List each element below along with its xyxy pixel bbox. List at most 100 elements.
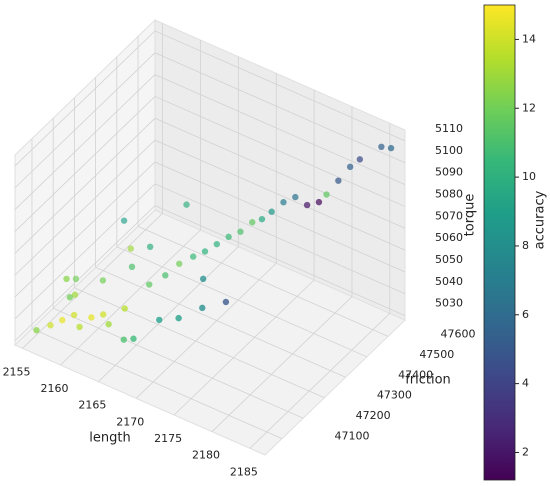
y-grid-line xyxy=(31,138,283,440)
x-grid-line xyxy=(22,23,163,349)
point xyxy=(356,156,364,163)
pane-back xyxy=(154,19,406,321)
z-tick-label: 5100 xyxy=(435,144,463,157)
y-grid-line xyxy=(73,97,325,399)
point xyxy=(72,275,80,283)
point xyxy=(335,177,342,184)
y-tick-label: 47400 xyxy=(398,368,433,381)
grid xyxy=(14,23,406,449)
x-tick-label: 2165 xyxy=(78,399,106,412)
point xyxy=(387,144,395,152)
colorbar-tick-label: 2 xyxy=(522,445,529,458)
point xyxy=(346,163,354,171)
labels: 2155 2160 2165 2170 2175 2180 2185 47100 47200 47… xyxy=(3,122,476,478)
colorbar-tick-label: 8 xyxy=(522,239,529,252)
point xyxy=(127,245,134,252)
colorbar-tick-label: 6 xyxy=(522,308,529,321)
point xyxy=(175,314,182,322)
x-grid-line xyxy=(98,56,239,382)
y-tick-label: 47200 xyxy=(356,409,391,422)
z-grid-line xyxy=(14,117,406,254)
x-tick-label: 2155 xyxy=(3,365,31,378)
point xyxy=(156,316,163,324)
x-tick-label: 2160 xyxy=(40,382,68,395)
point xyxy=(280,199,287,206)
x-grid-line xyxy=(135,73,277,399)
point xyxy=(225,233,232,241)
point xyxy=(121,305,128,312)
x-tick-label: 2185 xyxy=(230,465,258,478)
x-tick-label: 2170 xyxy=(116,415,144,428)
point xyxy=(258,215,266,223)
point xyxy=(47,322,54,329)
y-tick-label: 47300 xyxy=(377,389,412,402)
y-grid-line xyxy=(95,77,346,378)
z-grid-line xyxy=(14,52,406,189)
point xyxy=(303,201,311,209)
point xyxy=(76,323,83,331)
z-tick-label: 5080 xyxy=(435,187,463,200)
colorbar-label: accuracy xyxy=(533,190,548,249)
point xyxy=(199,275,207,283)
z-grid-line xyxy=(14,74,406,210)
point xyxy=(268,208,275,215)
point xyxy=(237,228,244,235)
z-grid-line xyxy=(14,30,406,167)
x-grid-line xyxy=(249,123,391,449)
point xyxy=(99,277,107,284)
y-grid-line xyxy=(52,118,304,419)
y-axis-label: friction xyxy=(405,373,451,388)
point xyxy=(189,253,197,260)
z-grid-line xyxy=(14,139,406,276)
z-tick-label: 5030 xyxy=(435,297,463,310)
point xyxy=(162,272,169,279)
point xyxy=(120,217,128,224)
x-grid-line xyxy=(173,90,315,416)
y-tick-label: 47100 xyxy=(334,430,369,443)
point xyxy=(201,248,209,255)
point xyxy=(213,240,221,248)
point xyxy=(120,336,127,343)
point xyxy=(199,304,206,312)
panes xyxy=(14,18,406,456)
point xyxy=(59,316,66,324)
point xyxy=(183,201,190,208)
x-tick-label: 2175 xyxy=(154,432,182,445)
point xyxy=(63,275,70,283)
points xyxy=(33,143,395,343)
point xyxy=(176,260,183,267)
z-tick-label: 5090 xyxy=(435,166,463,179)
y-grid-line xyxy=(116,56,367,358)
point xyxy=(323,191,330,198)
point xyxy=(249,219,256,226)
y-tick-label: 47600 xyxy=(441,327,476,340)
point xyxy=(292,193,299,201)
z-tick-label: 5040 xyxy=(435,275,463,288)
z-grid-line xyxy=(14,205,406,341)
point xyxy=(128,263,136,271)
colorbar xyxy=(483,4,516,481)
point xyxy=(378,143,385,151)
point xyxy=(71,291,79,298)
x-grid-line xyxy=(211,106,353,432)
z-axis-label: torque xyxy=(463,194,478,237)
point xyxy=(33,327,40,334)
z-tick-label: 5070 xyxy=(435,209,463,222)
point xyxy=(99,311,107,318)
point xyxy=(222,298,230,306)
x-tick-label: 2180 xyxy=(192,449,220,462)
point xyxy=(88,314,95,321)
y-grid-line xyxy=(137,36,389,337)
z-tick-label: 5060 xyxy=(435,231,463,244)
z-grid-line xyxy=(14,95,406,232)
colorbar-tick-label: 14 xyxy=(522,32,536,45)
point xyxy=(146,281,153,288)
point xyxy=(130,335,137,342)
colorbar-tick-label: 4 xyxy=(522,377,529,390)
y-tick-label: 47500 xyxy=(419,348,454,361)
colorbar-tick-label: 10 xyxy=(522,170,536,183)
point xyxy=(66,294,74,301)
point xyxy=(315,198,323,206)
point xyxy=(105,321,112,328)
